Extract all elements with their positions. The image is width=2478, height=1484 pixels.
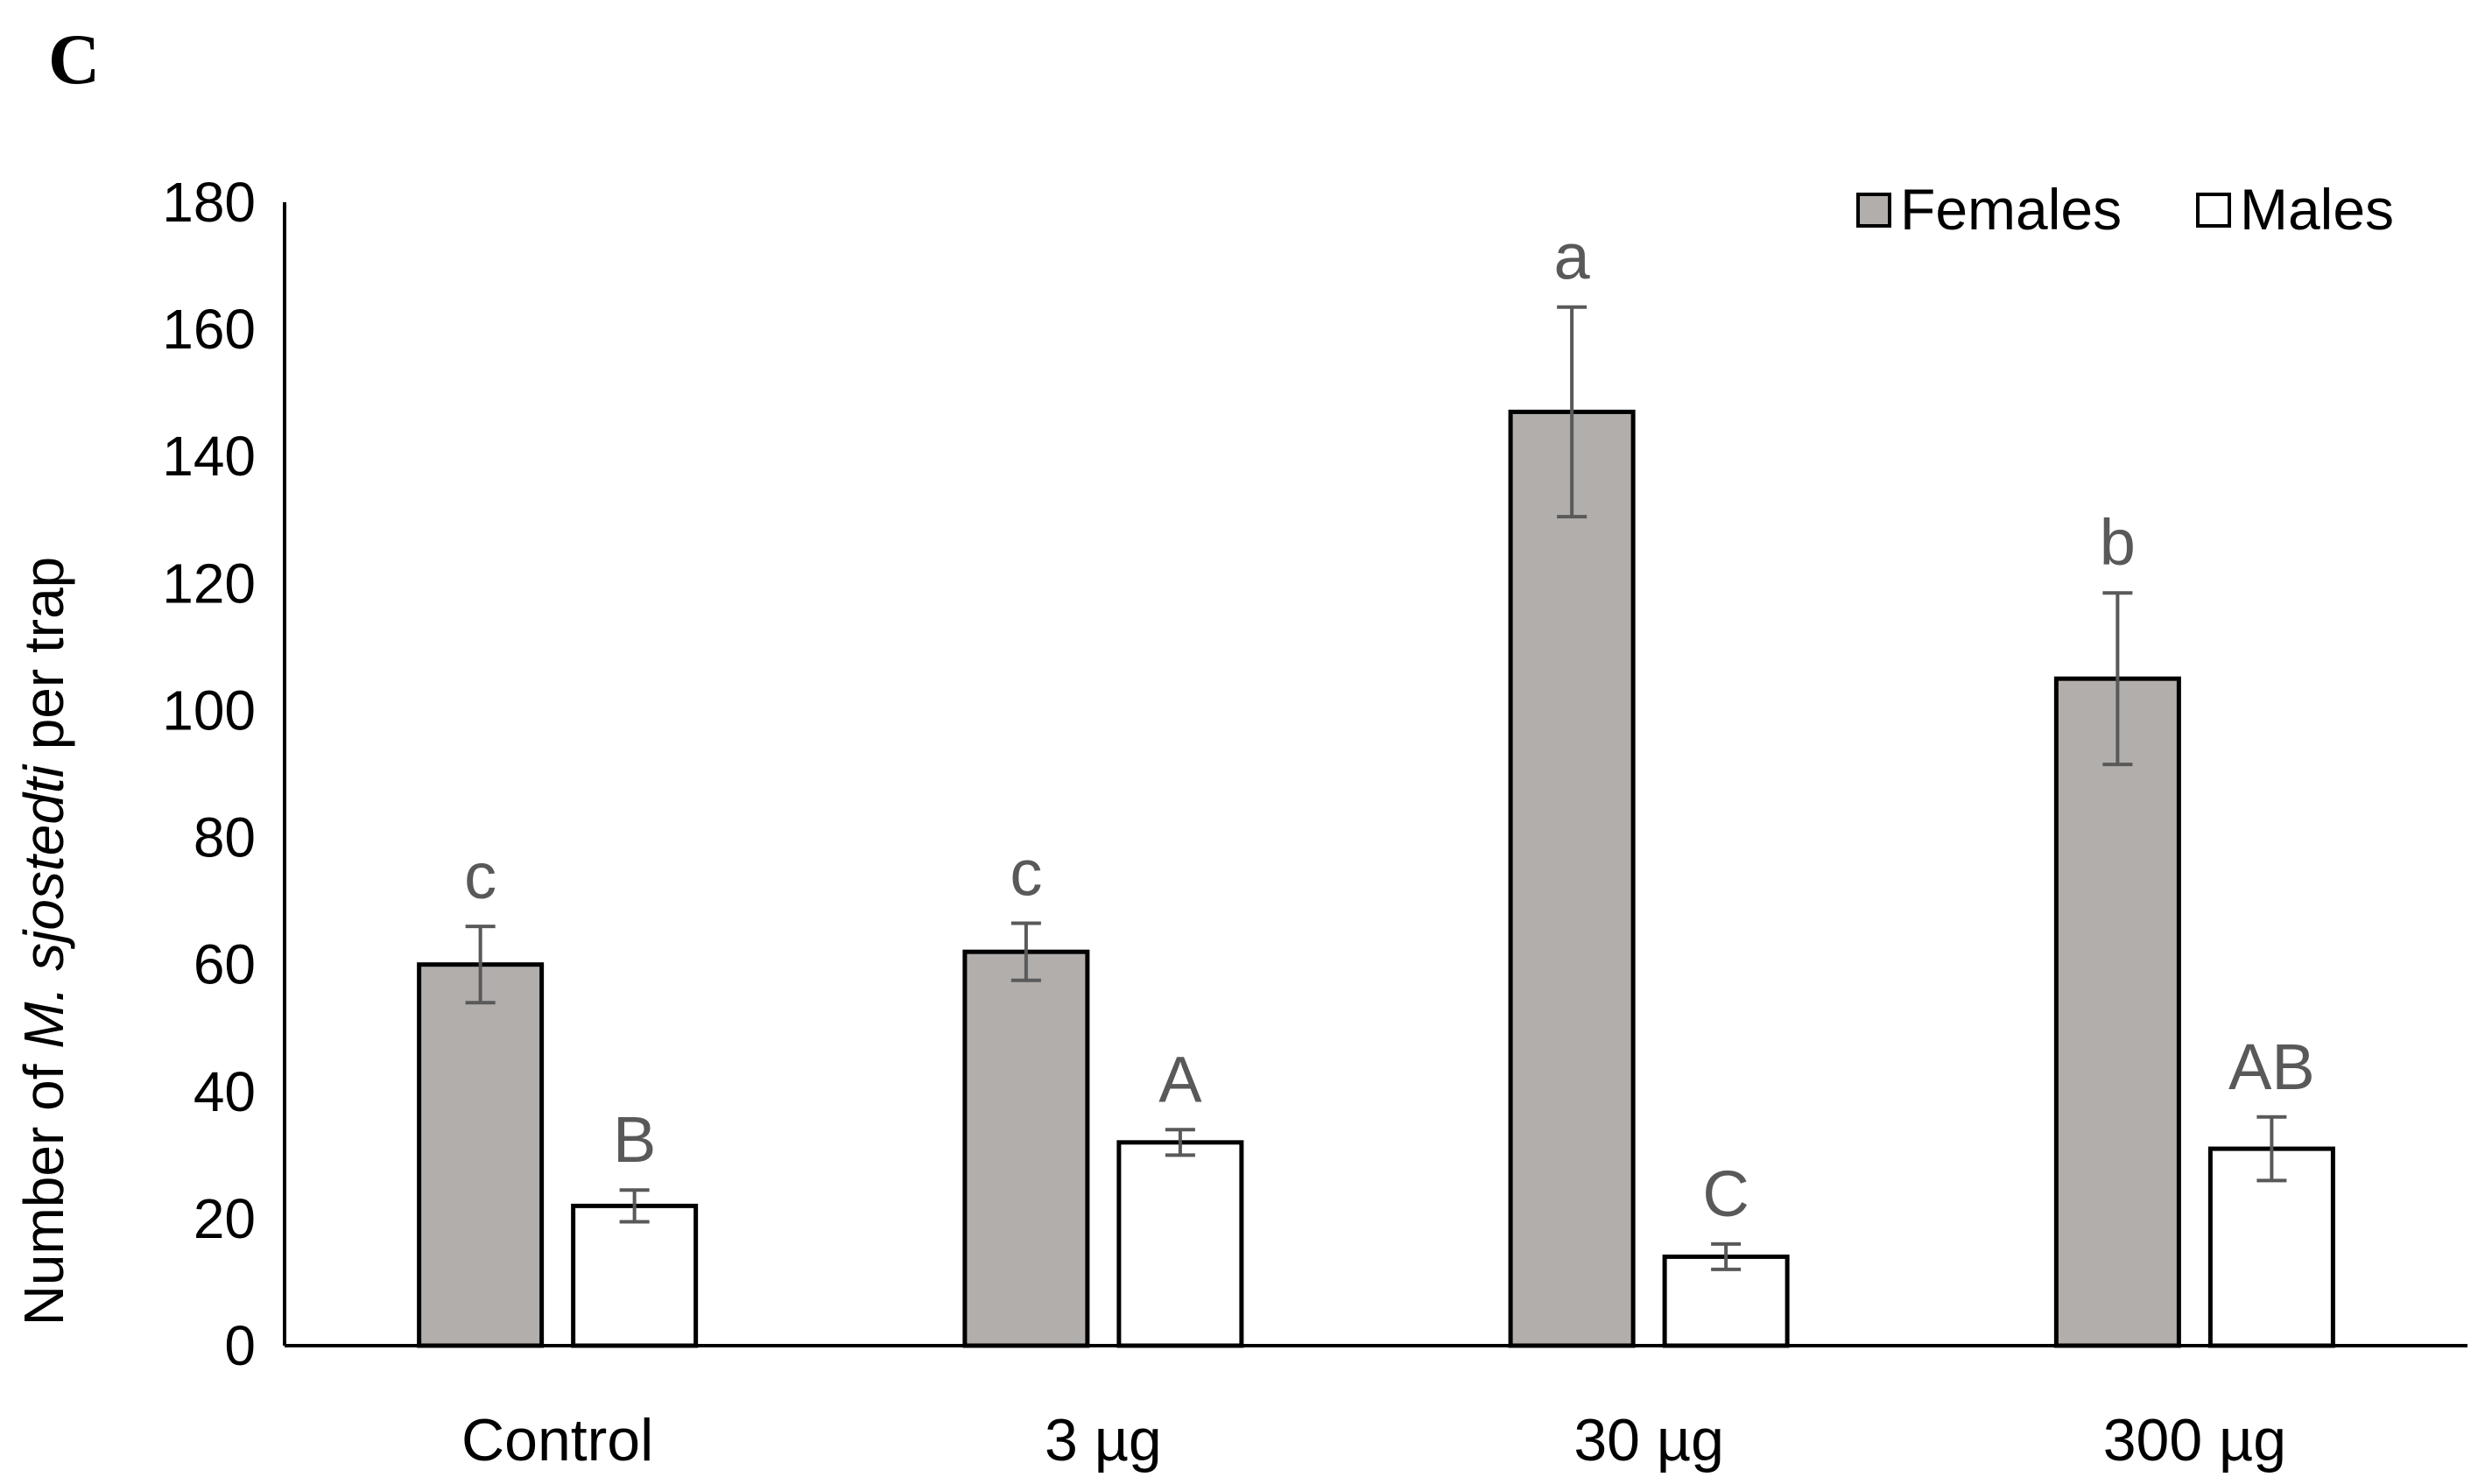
significance-letters: c Bc Aa Cb AB bbox=[464, 221, 2315, 1230]
significance-letter: b bbox=[2100, 506, 2136, 579]
y-axis-ticks: 0 20 40 60 80 100 120 140 160 180 bbox=[162, 171, 256, 1377]
panel-label: C bbox=[48, 19, 100, 99]
significance-letter: AB bbox=[2228, 1030, 2315, 1103]
significance-letter: c bbox=[1010, 837, 1042, 910]
y-tick-label: 140 bbox=[162, 425, 256, 488]
y-axis-label-part: Number of bbox=[12, 1049, 75, 1326]
legend-label: Females bbox=[1900, 177, 2122, 242]
y-axis-label-species: M. sjostedti bbox=[12, 763, 75, 1048]
significance-letter: c bbox=[464, 840, 496, 912]
significance-letter: B bbox=[613, 1103, 656, 1176]
x-axis-ticks: Control 3 µg 30 µg 300 µg bbox=[461, 1407, 2286, 1473]
y-tick-label: 100 bbox=[162, 679, 256, 742]
y-axis-label-part: per trap bbox=[12, 557, 75, 765]
female-bar bbox=[962, 949, 1090, 1348]
y-tick-label: 0 bbox=[224, 1314, 256, 1377]
legend-label: Males bbox=[2240, 177, 2394, 242]
y-tick-label: 180 bbox=[162, 171, 256, 234]
male-bar bbox=[1116, 1140, 1244, 1348]
x-tick-label: 30 µg bbox=[1573, 1407, 1724, 1473]
female-bar bbox=[417, 962, 545, 1348]
x-tick-label: 300 µg bbox=[2103, 1407, 2286, 1473]
y-axis-label: Number of M. sjostedti per trap bbox=[12, 557, 75, 1326]
significance-letter: C bbox=[1702, 1157, 1749, 1230]
female-bar bbox=[2053, 676, 2181, 1348]
legend: Females Males bbox=[1856, 177, 2394, 242]
error-bars bbox=[465, 305, 2287, 1271]
y-tick-label: 20 bbox=[194, 1187, 256, 1250]
y-tick-label: 80 bbox=[194, 806, 256, 869]
x-tick-label: 3 µg bbox=[1045, 1407, 1162, 1473]
y-tick-label: 40 bbox=[194, 1060, 256, 1123]
male-bar bbox=[571, 1203, 699, 1348]
x-tick-label: Control bbox=[461, 1407, 653, 1473]
y-tick-label: 120 bbox=[162, 552, 256, 615]
legend-swatch-females bbox=[1856, 193, 1891, 228]
legend-swatch-males bbox=[2196, 193, 2231, 228]
y-tick-label: 160 bbox=[162, 298, 256, 361]
bars bbox=[417, 409, 2335, 1348]
female-bar bbox=[1508, 409, 1636, 1348]
y-tick-label: 60 bbox=[194, 933, 256, 996]
significance-letter: A bbox=[1158, 1043, 1202, 1115]
significance-letter: a bbox=[1554, 221, 1591, 293]
